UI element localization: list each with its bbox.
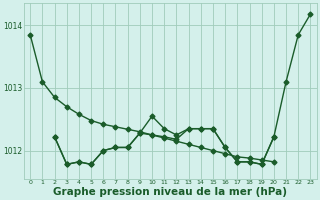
X-axis label: Graphe pression niveau de la mer (hPa): Graphe pression niveau de la mer (hPa) (53, 187, 287, 197)
